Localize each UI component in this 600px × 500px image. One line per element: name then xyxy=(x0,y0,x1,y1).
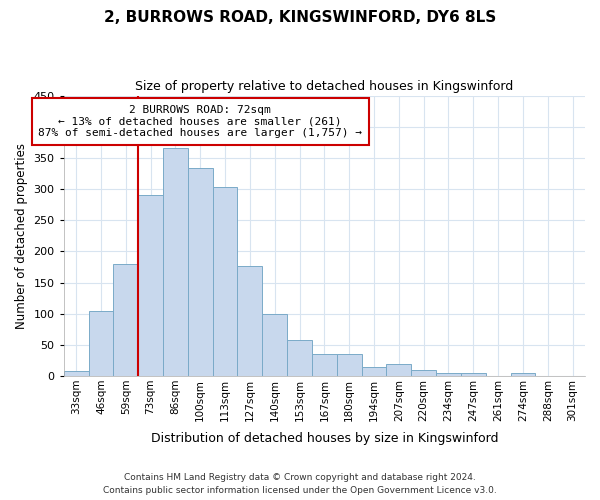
Bar xyxy=(461,373,486,376)
Bar xyxy=(362,366,386,376)
Bar xyxy=(64,371,89,376)
Bar xyxy=(188,168,212,376)
Bar xyxy=(287,340,312,376)
Bar xyxy=(113,264,138,376)
Bar xyxy=(262,314,287,376)
Bar xyxy=(436,373,461,376)
Bar xyxy=(312,354,337,376)
Bar xyxy=(411,370,436,376)
Text: 2, BURROWS ROAD, KINGSWINFORD, DY6 8LS: 2, BURROWS ROAD, KINGSWINFORD, DY6 8LS xyxy=(104,10,496,25)
Bar xyxy=(386,364,411,376)
X-axis label: Distribution of detached houses by size in Kingswinford: Distribution of detached houses by size … xyxy=(151,432,498,445)
Text: Contains HM Land Registry data © Crown copyright and database right 2024.
Contai: Contains HM Land Registry data © Crown c… xyxy=(103,474,497,495)
Bar xyxy=(337,354,362,376)
Bar xyxy=(138,196,163,376)
Bar xyxy=(212,186,238,376)
Text: 2 BURROWS ROAD: 72sqm
← 13% of detached houses are smaller (261)
87% of semi-det: 2 BURROWS ROAD: 72sqm ← 13% of detached … xyxy=(38,105,362,138)
Bar xyxy=(163,148,188,376)
Bar xyxy=(511,373,535,376)
Bar xyxy=(238,266,262,376)
Bar xyxy=(89,311,113,376)
Y-axis label: Number of detached properties: Number of detached properties xyxy=(15,143,28,329)
Title: Size of property relative to detached houses in Kingswinford: Size of property relative to detached ho… xyxy=(135,80,514,93)
